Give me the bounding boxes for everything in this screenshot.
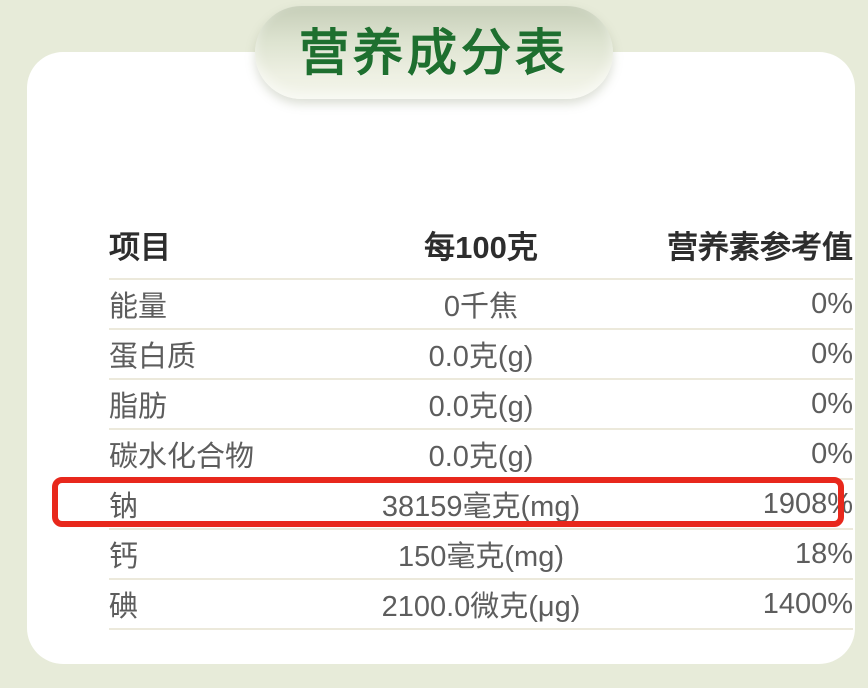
table-header-row: 项目 每100克 营养素参考值 — [109, 210, 853, 280]
row-value: 0千焦 — [443, 291, 519, 323]
row-label: 能量 — [109, 291, 168, 323]
row-value: 38159毫克(mg) — [381, 491, 581, 523]
row-nrv: 1400% — [762, 587, 853, 620]
header-nrv: 营养素参考值 — [667, 229, 853, 265]
table-row-iodine: 碘 2100.0微克(μg) 1400% — [109, 580, 853, 630]
row-nrv: 0% — [811, 337, 853, 370]
row-label: 碘 — [109, 591, 139, 623]
page-title: 营养成分表 — [299, 24, 569, 81]
nutrition-table: 项目 每100克 营养素参考值 能量 0千焦 0% 蛋白质 0.0克(g) 0%… — [109, 210, 853, 630]
row-value: 0.0克(g) — [428, 391, 534, 423]
row-label: 碳水化合物 — [109, 441, 255, 473]
table-row-protein: 蛋白质 0.0克(g) 0% — [109, 330, 853, 380]
row-label: 钠 — [109, 491, 139, 523]
row-label: 钙 — [109, 541, 139, 573]
header-per100g: 每100克 — [424, 229, 538, 265]
row-nrv: 18% — [794, 537, 853, 570]
row-value: 0.0克(g) — [428, 441, 534, 473]
table-row-carbohydrate: 碳水化合物 0.0克(g) 0% — [109, 430, 853, 480]
header-item: 项目 — [109, 229, 171, 265]
table-row-sodium: 钠 38159毫克(mg) 1908% — [109, 480, 853, 530]
row-label: 蛋白质 — [109, 341, 197, 373]
row-nrv: 1908% — [762, 487, 853, 520]
row-nrv: 0% — [811, 287, 853, 320]
row-value: 2100.0微克(μg) — [381, 591, 581, 623]
row-value: 0.0克(g) — [428, 341, 534, 373]
row-label: 脂肪 — [109, 391, 168, 423]
table-row-calcium: 钙 150毫克(mg) 18% — [109, 530, 853, 580]
table-row-fat: 脂肪 0.0克(g) 0% — [109, 380, 853, 430]
table-row-energy: 能量 0千焦 0% — [109, 280, 853, 330]
label-card: 项目 每100克 营养素参考值 能量 0千焦 0% 蛋白质 0.0克(g) 0%… — [27, 52, 855, 664]
title-badge: 营养成分表 — [255, 6, 613, 99]
row-nrv: 0% — [811, 437, 853, 470]
row-value: 150毫克(mg) — [398, 541, 564, 573]
row-nrv: 0% — [811, 387, 853, 420]
